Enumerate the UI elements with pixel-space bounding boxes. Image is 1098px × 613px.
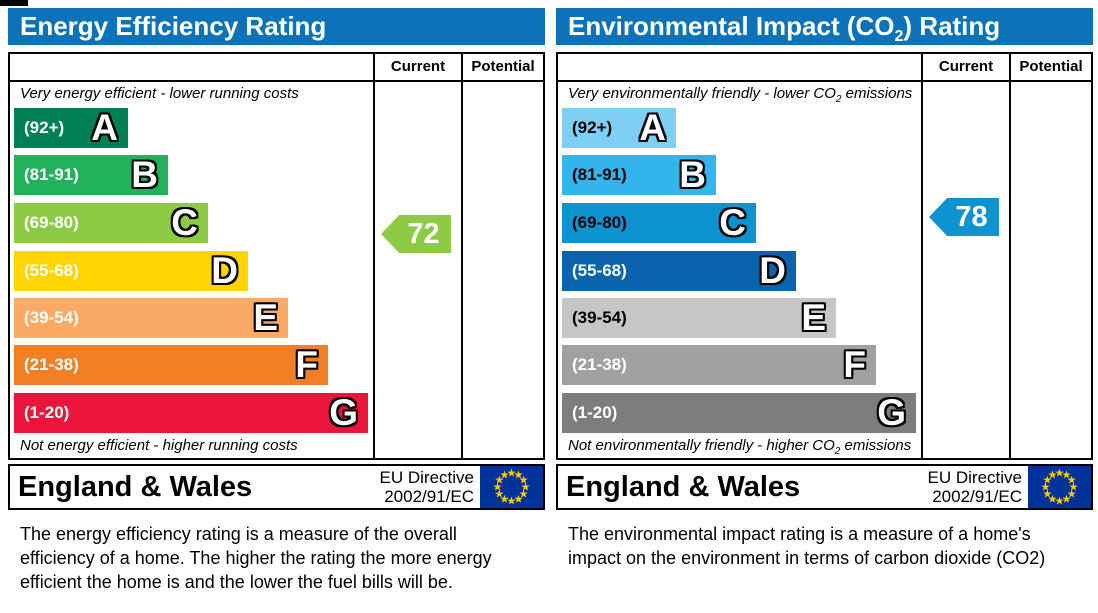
energy-efficiency-panel: Energy Efficiency Rating Current Potenti… <box>8 8 545 608</box>
eer-band-e: (39-54) E <box>14 298 288 338</box>
eer-band-f: (21-38) F <box>14 345 328 385</box>
top-note: Very environmentally friendly - lower CO… <box>568 85 913 105</box>
eir-band-c: (69-80) C <box>562 203 756 243</box>
region-label: England & Wales <box>18 470 253 503</box>
band-range-label: (21-38) <box>24 355 79 374</box>
band-range-label: (81-91) <box>572 165 627 184</box>
band-letter: E <box>253 297 278 338</box>
panel-title-environmental-impact: Environmental Impact (CO2) Rating <box>556 8 1093 45</box>
title-text-post: ) Rating <box>903 11 1001 41</box>
table-header-row <box>558 54 1091 82</box>
top-note: Very energy efficient - lower running co… <box>20 85 299 102</box>
panel-title-energy-efficiency: Energy Efficiency Rating <box>8 8 545 45</box>
title-text: Energy Efficiency Rating <box>20 11 327 41</box>
eer-band-a: (92+) A <box>14 108 128 148</box>
band-letter: F <box>295 344 318 385</box>
band-range-label: (39-54) <box>572 308 627 327</box>
current-column-header: Current <box>390 58 446 75</box>
band-letter: A <box>639 107 666 148</box>
band-letter: E <box>801 297 826 338</box>
table-header-row <box>10 54 543 82</box>
band-letter: G <box>877 392 906 433</box>
current-rating-arrow: 72 <box>381 215 451 253</box>
current-rating-arrow: 78 <box>929 198 999 236</box>
eer-band-d: (55-68) D <box>14 251 248 291</box>
band-letter: D <box>211 250 238 291</box>
title-subscript: 2 <box>894 28 904 46</box>
region-label: England & Wales <box>566 470 801 503</box>
band-range-label: (21-38) <box>572 355 627 374</box>
eer-band-c: (69-80) C <box>14 203 208 243</box>
potential-column-header: Potential <box>1019 58 1083 75</box>
footer-bar: England & Wales EU Directive 2002/91/EC <box>8 464 545 510</box>
eu-directive-label: EU Directive 2002/91/EC <box>927 468 1022 506</box>
environmental-impact-panel: Environmental Impact (CO2) Rating Curren… <box>556 8 1093 608</box>
current-column-header: Current <box>938 58 994 75</box>
rating-table: Current Potential Very energy efficient … <box>8 52 545 460</box>
column-divider <box>373 54 375 458</box>
eir-band-f: (21-38) F <box>562 345 876 385</box>
current-rating-value: 72 <box>407 217 440 250</box>
band-range-label: (1-20) <box>572 403 618 422</box>
eir-band-g: (1-20) G <box>562 393 916 433</box>
bottom-note: Not energy efficient - higher running co… <box>20 437 298 454</box>
environmental-impact-description: The environmental impact rating is a mea… <box>568 524 1046 568</box>
eer-band-b: (81-91) B <box>14 155 168 195</box>
eer-band-g: (1-20) G <box>14 393 368 433</box>
band-range-label: (55-68) <box>572 261 627 280</box>
band-letter: B <box>679 154 706 195</box>
scan-artifact-mark <box>0 0 28 6</box>
current-rating-value: 78 <box>955 200 988 233</box>
title-text: Environmental Impact (CO <box>568 11 895 41</box>
band-range-label: (1-20) <box>24 403 70 422</box>
bottom-note: Not environmentally friendly - higher CO… <box>568 437 912 457</box>
band-range-label: (69-80) <box>24 213 79 232</box>
band-letter: C <box>719 202 746 243</box>
band-letter: B <box>131 154 158 195</box>
eu-directive-label: EU Directive 2002/91/EC <box>379 468 474 506</box>
band-range-label: (81-91) <box>24 165 79 184</box>
band-range-label: (39-54) <box>24 308 79 327</box>
eir-band-b: (81-91) B <box>562 155 716 195</box>
band-letter: D <box>759 250 786 291</box>
eir-band-e: (39-54) E <box>562 298 836 338</box>
band-letter: G <box>329 392 358 433</box>
column-divider <box>921 54 923 458</box>
eu-flag-icon <box>480 466 543 508</box>
energy-efficiency-description: The energy efficiency rating is a measur… <box>20 524 492 592</box>
footer-bar: England & Wales EU Directive 2002/91/EC <box>556 464 1093 510</box>
band-range-label: (55-68) <box>24 261 79 280</box>
eir-band-a: (92+) A <box>562 108 676 148</box>
band-letter: F <box>843 344 866 385</box>
column-divider <box>461 54 463 458</box>
band-letter: A <box>91 107 118 148</box>
band-letter: C <box>171 202 198 243</box>
band-range-label: (92+) <box>572 118 613 137</box>
rating-table: Current Potential Very environmentally f… <box>556 52 1093 460</box>
potential-column-header: Potential <box>471 58 535 75</box>
eu-flag-icon <box>1028 466 1091 508</box>
band-range-label: (92+) <box>24 118 65 137</box>
band-range-label: (69-80) <box>572 213 627 232</box>
eir-band-d: (55-68) D <box>562 251 796 291</box>
column-divider <box>1009 54 1011 458</box>
